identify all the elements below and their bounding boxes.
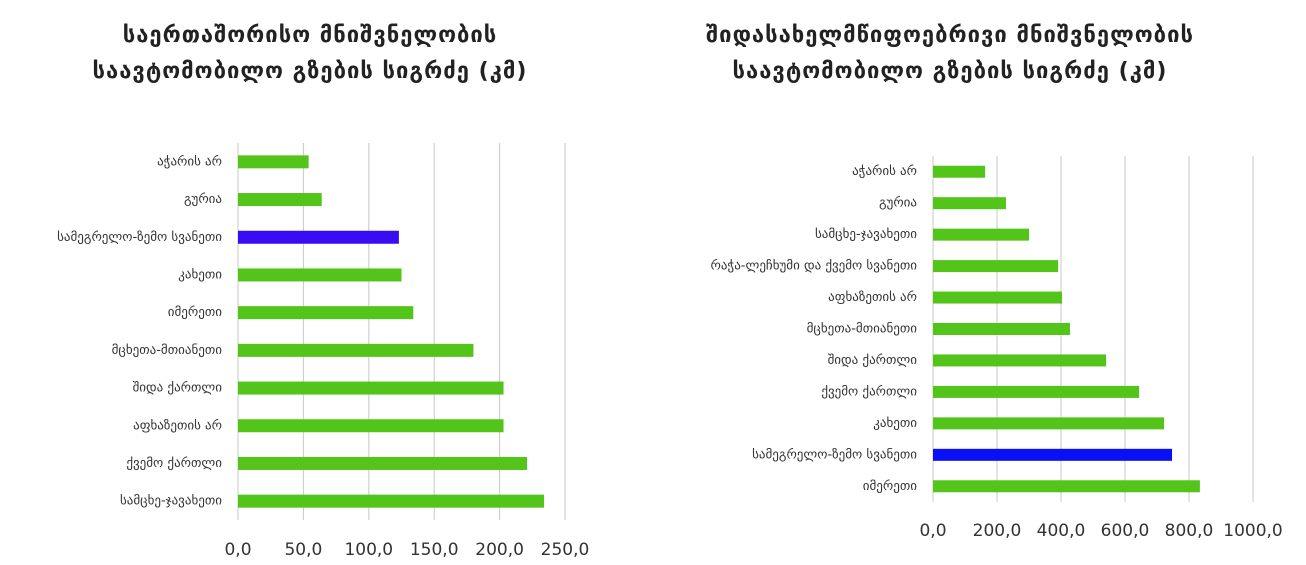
chart-title: საერთაშორისო მნიშვნელობის საავტომობილო გ… [92, 23, 528, 84]
y-tick-label: შიდა ქართლი [133, 381, 223, 396]
y-tick-label: სამცხე-ჯავახეთი [815, 227, 917, 242]
x-tick-label: 200,0 [475, 540, 524, 560]
y-tick-label: აფხაზეთის არ [133, 418, 222, 433]
bar [933, 260, 1059, 273]
x-tick-label: 600,0 [1101, 521, 1150, 541]
x-tick-label: 50,0 [284, 540, 322, 560]
bar [933, 228, 1029, 241]
bar [238, 419, 504, 433]
y-tick-label: იმერეთი [168, 305, 222, 320]
y-tick-label: სამცხე-ჯავახეთი [120, 494, 222, 509]
x-tick-label: 150,0 [410, 540, 459, 560]
y-tick-label: აჭარის არ [157, 154, 222, 169]
y-tick-label: სამეგრელო-ზემო სვანეთი [752, 447, 917, 462]
y-tick-label: სამეგრელო-ზემო სვანეთი [57, 230, 222, 245]
bar [933, 385, 1140, 398]
x-tick-label: 1000,0 [1223, 521, 1282, 541]
y-tick-label: გურია [184, 192, 222, 207]
y-tick-label: ქვემო ქართლი [126, 456, 222, 471]
y-tick-label: იმერეთი [863, 479, 917, 494]
bar [238, 193, 322, 207]
y-tick-label: აფხაზეთის არ [828, 290, 917, 305]
x-tick-label: 0,0 [919, 521, 946, 541]
bar [933, 354, 1107, 367]
bar [933, 197, 1006, 210]
bar [238, 381, 504, 395]
x-tick-label: 0,0 [224, 540, 251, 560]
bar [238, 494, 545, 508]
bar [933, 323, 1070, 335]
bar [238, 456, 528, 470]
bar [933, 291, 1062, 304]
bar [238, 155, 309, 169]
y-tick-label: შიდა ქართლი [828, 353, 918, 368]
y-tick-label: აჭარის არ [852, 164, 917, 179]
chart-title: შიდასახელმწიფოებრივი მნიშვნელობის საავტო… [706, 23, 1194, 84]
y-tick-label: მცხეთა-მთიანეთი [112, 343, 223, 358]
x-tick-label: 400,0 [1037, 521, 1086, 541]
y-tick-label: კახეთი [873, 416, 917, 431]
x-tick-label: 200,0 [973, 521, 1022, 541]
bar [238, 230, 399, 244]
x-tick-label: 100,0 [344, 540, 393, 560]
x-tick-label: 800,0 [1165, 521, 1214, 541]
bar [238, 268, 402, 282]
y-tick-label: კახეთი [178, 267, 222, 282]
x-tick-label: 250,0 [541, 540, 590, 560]
y-tick-label: მცხეთა-მთიანეთი [807, 322, 918, 337]
bar [933, 448, 1173, 461]
bar [933, 417, 1165, 430]
y-tick-label: რაჭა-ლეჩხუმი და ქვემო სვანეთი [710, 259, 917, 274]
bar [933, 480, 1200, 493]
bar [238, 306, 414, 320]
bar [238, 343, 474, 357]
y-tick-label: ქვემო ქართლი [821, 384, 917, 399]
y-tick-label: გურია [879, 196, 917, 211]
bar [933, 165, 986, 178]
